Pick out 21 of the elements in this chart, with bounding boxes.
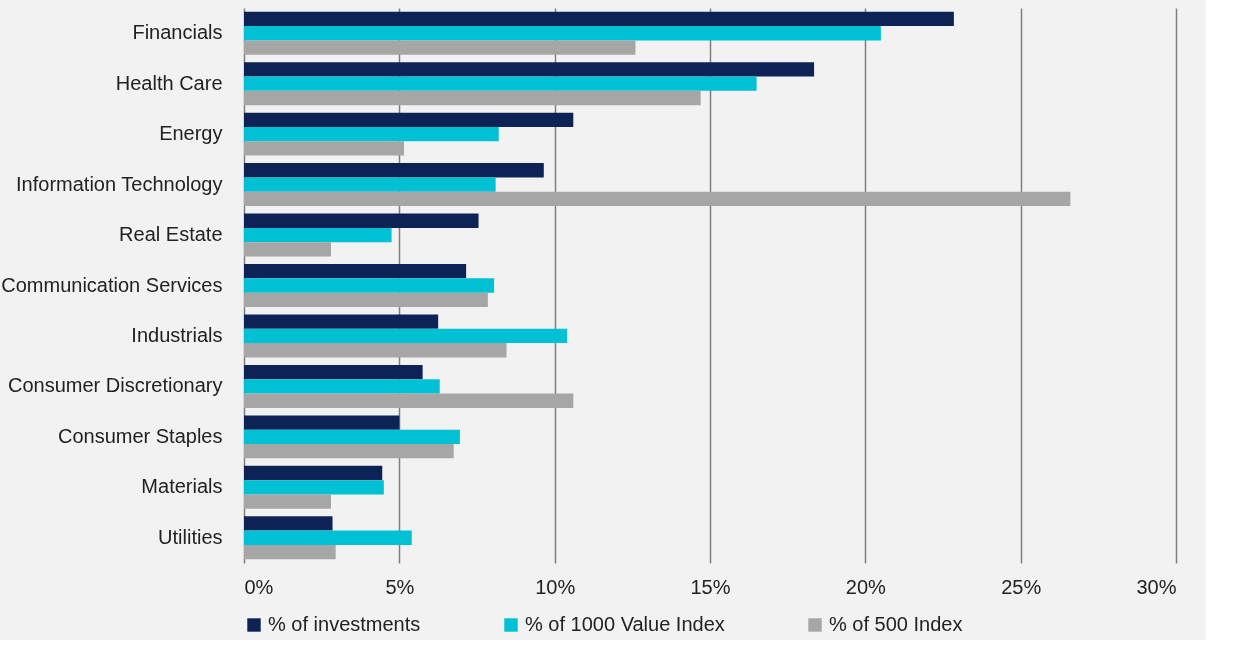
y-tick-label: Materials <box>141 475 223 498</box>
y-tick-label: Consumer Staples <box>57 424 223 447</box>
y-tick-label: Communication Services <box>1 273 223 296</box>
y-tick-label: Industrials <box>131 323 223 346</box>
x-tick-label: 15% <box>690 575 731 598</box>
x-tick-label: 5% <box>385 575 415 598</box>
y-tick-label: Energy <box>159 122 223 145</box>
x-tick-label: 25% <box>1001 575 1042 598</box>
legend-label: % of 1000 Value Index <box>525 613 725 635</box>
legend-label: % of investments <box>268 613 421 635</box>
y-tick-label: Information Technology <box>16 172 223 195</box>
x-tick-label: 20% <box>845 575 887 598</box>
y-tick-label: Consumer Discretionary <box>7 374 223 397</box>
y-tick-label: Financials <box>132 21 223 44</box>
y-tick-label: Real Estate <box>119 223 223 246</box>
y-tick-label: Health Care <box>115 71 223 94</box>
x-tick-label: 10% <box>535 575 576 598</box>
y-tick-label: Utilities <box>158 525 223 548</box>
x-tick-label: 30% <box>1136 575 1177 598</box>
legend-label: % of 500 Index <box>829 613 963 635</box>
x-tick-label: 0% <box>244 575 274 598</box>
